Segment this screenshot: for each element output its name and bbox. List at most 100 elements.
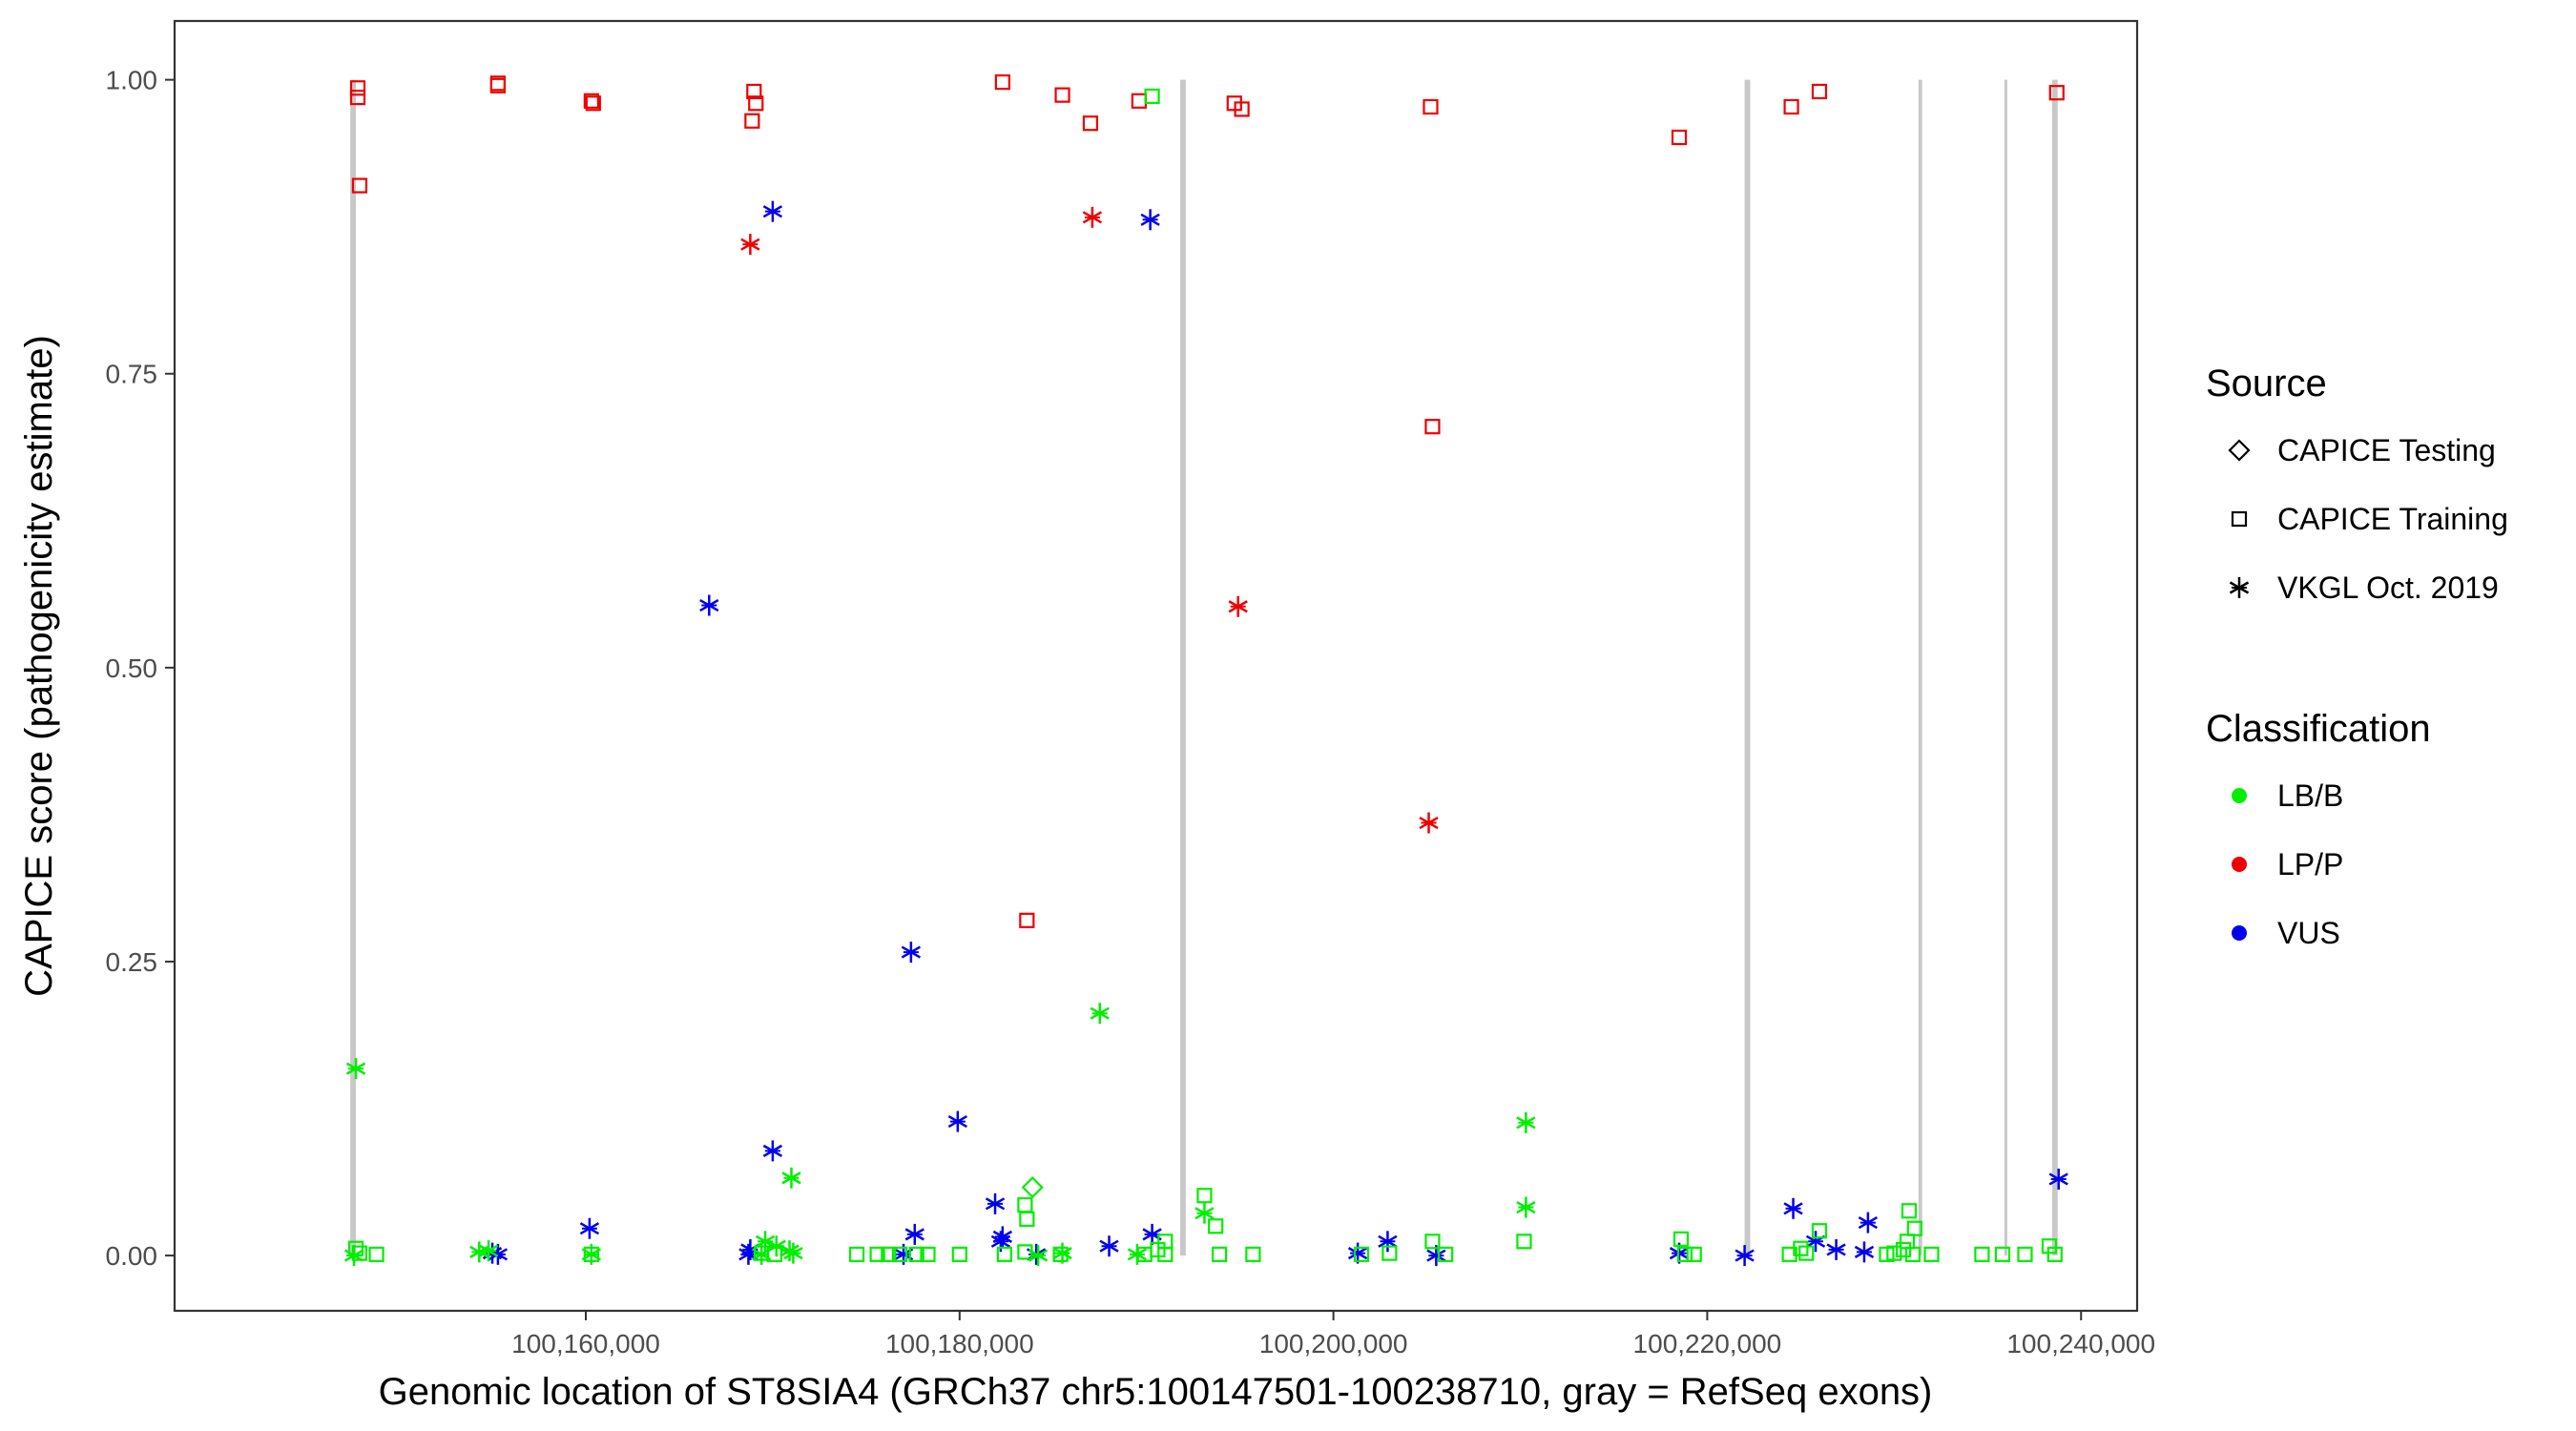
legend-classification-items: LB/B LP/P VUS (2232, 778, 2343, 950)
exon-bands (350, 79, 2058, 1256)
data-point (1196, 1188, 1213, 1204)
data-point (762, 1140, 783, 1162)
data-point (996, 1246, 1012, 1262)
legend-key-square (2231, 510, 2248, 528)
legend-source-title: Source (2206, 363, 2327, 404)
exon-band (2051, 79, 2058, 1256)
data-point (766, 1246, 782, 1262)
data-point (478, 1240, 499, 1262)
data-points (343, 73, 2068, 1267)
data-point (1144, 88, 1160, 104)
exon-band (1179, 79, 1186, 1256)
legend: Source CAPICE Testing CAPICE Training VKGL… (2206, 363, 2508, 950)
data-point (2041, 1238, 2058, 1255)
plot-panel-border (173, 19, 2139, 1313)
data-point (1671, 129, 1688, 146)
data-point (869, 1246, 885, 1262)
data-point (1054, 87, 1070, 103)
data-point (1208, 1218, 1224, 1234)
data-point (748, 95, 764, 112)
data-point (994, 73, 1010, 91)
data-point (1090, 1003, 1110, 1025)
legend-key-dot (2232, 788, 2247, 803)
y-tick-label: 1.00 (106, 66, 158, 95)
data-point (2048, 1168, 2068, 1190)
y-axis-title: CAPICE score (pathogenicity estimate) (18, 335, 60, 997)
data-point (783, 1242, 803, 1264)
data-point (892, 1246, 908, 1262)
data-point (1974, 1246, 1990, 1262)
data-point (583, 1246, 599, 1262)
data-point (585, 95, 601, 112)
data-point (1424, 419, 1441, 435)
y-axis: 0.00 0.25 0.50 0.75 1.00 (106, 66, 175, 1271)
data-point (1901, 1203, 1918, 1219)
legend-source-label: CAPICE Testing (2277, 433, 2496, 467)
y-tick-label: 0.00 (106, 1241, 158, 1271)
data-point (1082, 115, 1099, 132)
legend-classification-label: LP/P (2277, 847, 2343, 881)
x-axis: 100,160,000 100,180,000 100,200,000 100,220… (511, 1311, 2155, 1358)
legend-source-items: CAPICE Testing CAPICE Training VKGL Oct. 2… (2228, 433, 2508, 605)
exon-band (350, 79, 357, 1256)
data-point (1676, 1246, 1693, 1262)
data-point (1811, 1223, 1828, 1239)
data-point (1424, 1234, 1441, 1250)
data-point (1826, 1238, 1846, 1260)
data-point (990, 1231, 1011, 1253)
legend-key-dot (2232, 857, 2247, 872)
data-point (2048, 85, 2065, 101)
y-tick-label: 0.50 (106, 653, 158, 683)
data-point (746, 83, 762, 100)
data-point (1419, 812, 1439, 834)
data-point (1811, 83, 1828, 100)
data-point (951, 1246, 967, 1262)
data-point (848, 1246, 865, 1262)
data-point (347, 1240, 364, 1256)
data-point (1017, 1244, 1033, 1260)
data-point (1019, 1211, 1035, 1227)
legend-key-dot (2232, 925, 2247, 941)
data-point (947, 1110, 967, 1132)
data-point (489, 77, 507, 93)
exon-band (1744, 79, 1751, 1256)
x-tick-label: 100,200,000 (1259, 1329, 1408, 1358)
data-point (2017, 1246, 2033, 1262)
data-point (1516, 1234, 1532, 1250)
data-point (1896, 1241, 1912, 1258)
data-point (583, 93, 599, 109)
data-point (1686, 1246, 1702, 1262)
data-point (762, 200, 783, 222)
data-point (1516, 1196, 1536, 1218)
data-point (1854, 1241, 1875, 1263)
data-point (1157, 1246, 1174, 1262)
data-point (579, 1217, 600, 1239)
legend-classification-title: Classification (2206, 708, 2431, 750)
data-point (1099, 1235, 1119, 1257)
data-point (781, 1167, 801, 1189)
y-tick-label: 0.75 (106, 360, 158, 389)
data-point (1353, 1246, 1370, 1262)
data-point (1793, 1240, 1809, 1256)
data-point (1994, 1246, 2011, 1262)
data-point (744, 113, 760, 129)
data-point (349, 80, 366, 96)
data-point (1858, 1212, 1879, 1234)
data-point (920, 1246, 936, 1262)
data-point (349, 90, 366, 106)
data-point (1672, 1231, 1690, 1247)
data-point (908, 1246, 924, 1262)
data-point (1735, 1245, 1755, 1267)
data-point (904, 1223, 924, 1245)
x-tick-label: 100,160,000 (511, 1329, 660, 1358)
data-point (351, 177, 368, 194)
data-point (1886, 1245, 1902, 1261)
legend-source-label: CAPICE Training (2277, 502, 2508, 536)
exon-band (1918, 79, 1922, 1256)
legend-classification-label: VUS (2277, 916, 2340, 950)
data-point (1516, 1111, 1536, 1133)
data-point (1245, 1246, 1261, 1262)
data-point (1438, 1246, 1454, 1262)
